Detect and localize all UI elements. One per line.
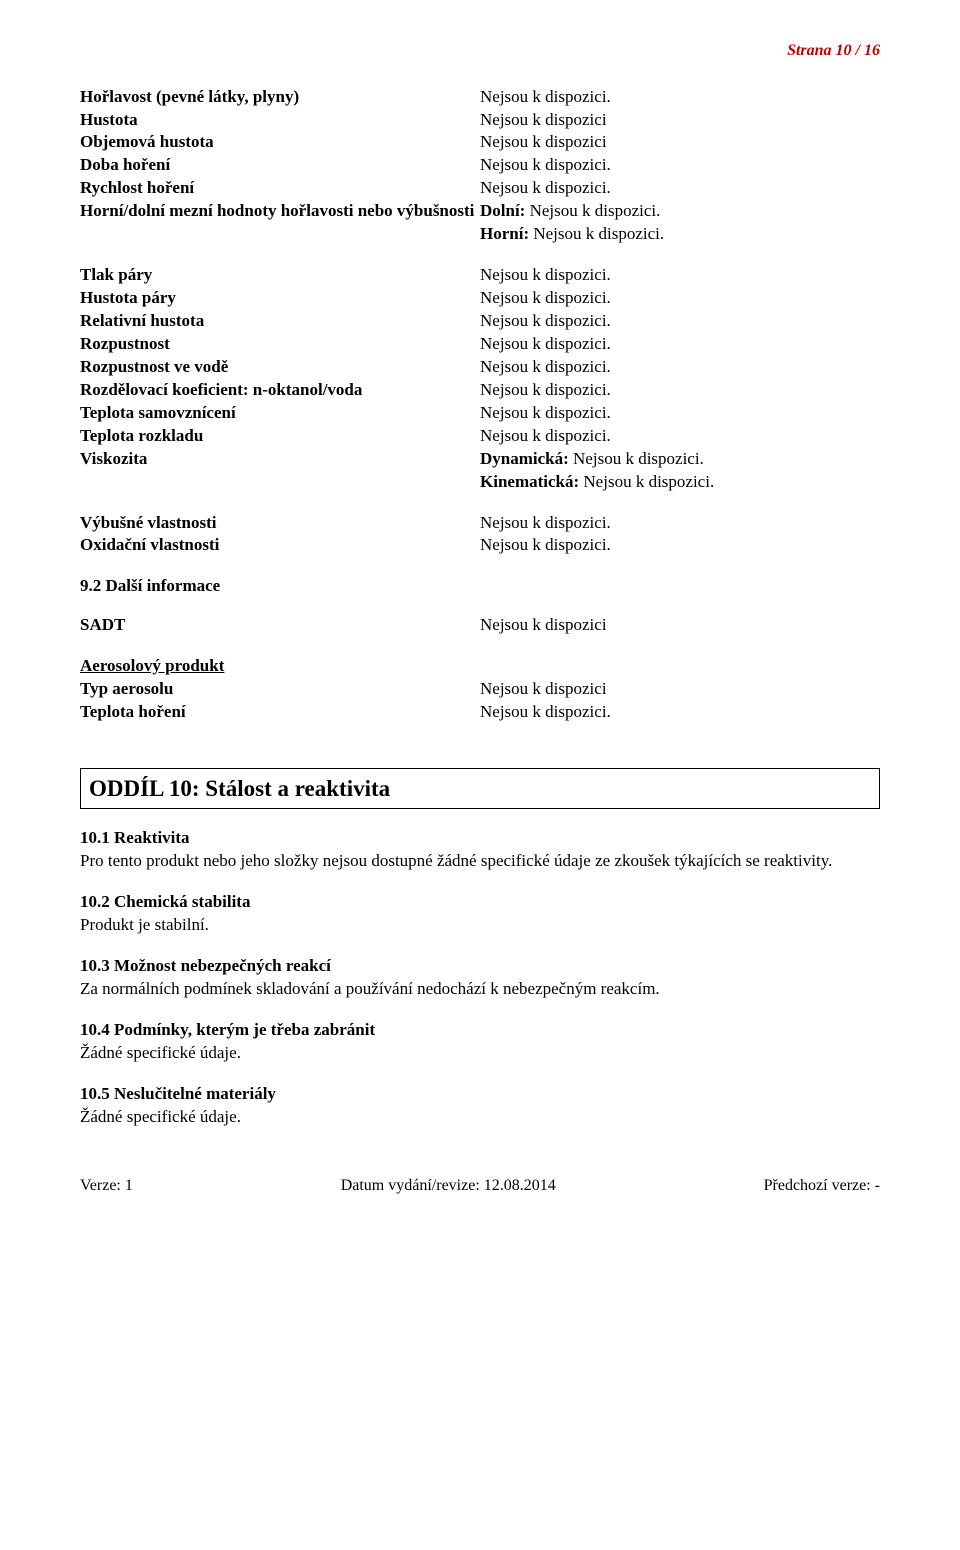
property-row: Výbušné vlastnosti Nejsou k dispozici.: [80, 512, 880, 535]
property-value: Nejsou k dispozici.: [480, 287, 880, 310]
para-10-4: 10.4 Podmínky, kterým je třeba zabránit …: [80, 1019, 880, 1065]
property-row: Relativní hustota Nejsou k dispozici.: [80, 310, 880, 333]
footer-prev-version: Předchozí verze: -: [764, 1175, 880, 1197]
property-value: Nejsou k dispozici.: [480, 356, 880, 379]
para-10-4-head: 10.4 Podmínky, kterým je třeba zabránit: [80, 1019, 880, 1042]
property-label: Relativní hustota: [80, 310, 480, 333]
property-value: Nejsou k dispozici.: [480, 177, 880, 200]
section-10-title: ODDÍL 10: Stálost a reaktivita: [89, 773, 871, 804]
property-group-1: Hořlavost (pevné látky, plyny) Nejsou k …: [80, 86, 880, 247]
para-10-4-body: Žádné specifické údaje.: [80, 1043, 241, 1062]
para-10-5-head: 10.5 Neslučitelné materiály: [80, 1083, 880, 1106]
footer-date: Datum vydání/revize: 12.08.2014: [341, 1175, 556, 1197]
para-10-1-body: Pro tento produkt nebo jeho složky nejso…: [80, 851, 832, 870]
para-10-5-body: Žádné specifické údaje.: [80, 1107, 241, 1126]
value-rest: Nejsou k dispozici.: [583, 472, 714, 491]
property-row: SADT Nejsou k dispozici: [80, 614, 880, 637]
property-group-3: Výbušné vlastnosti Nejsou k dispozici. O…: [80, 512, 880, 558]
property-row: Rychlost hoření Nejsou k dispozici.: [80, 177, 880, 200]
property-label: Doba hoření: [80, 154, 480, 177]
property-label: Objemová hustota: [80, 131, 480, 154]
property-row: Horní/dolní mezní hodnoty hořlavosti neb…: [80, 200, 880, 246]
property-value: Nejsou k dispozici.: [480, 379, 880, 402]
value-prefix: Dolní:: [480, 201, 530, 220]
property-value: Nejsou k dispozici: [480, 131, 880, 154]
property-row: Tlak páry Nejsou k dispozici.: [80, 264, 880, 287]
para-10-2-head: 10.2 Chemická stabilita: [80, 891, 880, 914]
property-value: Nejsou k dispozici.: [480, 701, 880, 724]
property-label: SADT: [80, 614, 480, 637]
value-rest: Nejsou k dispozici.: [530, 201, 661, 220]
para-10-2: 10.2 Chemická stabilita Produkt je stabi…: [80, 891, 880, 937]
property-row: Teplota samovznícení Nejsou k dispozici.: [80, 402, 880, 425]
property-value: Nejsou k dispozici.: [480, 310, 880, 333]
property-value: Nejsou k dispozici.: [480, 402, 880, 425]
aerosol-heading: Aerosolový produkt: [80, 655, 880, 678]
property-label: Rychlost hoření: [80, 177, 480, 200]
aerosol-group: Aerosolový produkt Typ aerosolu Nejsou k…: [80, 655, 880, 724]
property-row: Teplota hoření Nejsou k dispozici.: [80, 701, 880, 724]
sadt-group: SADT Nejsou k dispozici: [80, 614, 880, 637]
property-label: Teplota samovznícení: [80, 402, 480, 425]
para-10-1-head: 10.1 Reaktivita: [80, 827, 880, 850]
property-value: Dolní: Nejsou k dispozici. Horní: Nejsou…: [480, 200, 880, 246]
property-label: Teplota hoření: [80, 701, 480, 724]
property-row: Typ aerosolu Nejsou k dispozici: [80, 678, 880, 701]
property-value: Dynamická: Nejsou k dispozici. Kinematic…: [480, 448, 880, 494]
property-label: Typ aerosolu: [80, 678, 480, 701]
property-label: Oxidační vlastnosti: [80, 534, 480, 557]
page-number: Strana 10 / 16: [80, 40, 880, 62]
property-label: Hustota: [80, 109, 480, 132]
property-label: Viskozita: [80, 448, 480, 494]
property-row: Rozpustnost ve vodě Nejsou k dispozici.: [80, 356, 880, 379]
property-label: Hořlavost (pevné látky, plyny): [80, 86, 480, 109]
para-10-5: 10.5 Neslučitelné materiály Žádné specif…: [80, 1083, 880, 1129]
property-value: Nejsou k dispozici.: [480, 333, 880, 356]
property-label: Rozdělovací koeficient: n-oktanol/voda: [80, 379, 480, 402]
property-row: Doba hoření Nejsou k dispozici.: [80, 154, 880, 177]
property-row: Oxidační vlastnosti Nejsou k dispozici.: [80, 534, 880, 557]
property-label: Teplota rozkladu: [80, 425, 480, 448]
para-10-1: 10.1 Reaktivita Pro tento produkt nebo j…: [80, 827, 880, 873]
footer-version: Verze: 1: [80, 1175, 133, 1197]
property-label: Horní/dolní mezní hodnoty hořlavosti neb…: [80, 200, 480, 246]
property-label: Výbušné vlastnosti: [80, 512, 480, 535]
value-prefix: Horní:: [480, 224, 533, 243]
property-label: Rozpustnost ve vodě: [80, 356, 480, 379]
property-row: Rozdělovací koeficient: n-oktanol/voda N…: [80, 379, 880, 402]
property-label: Rozpustnost: [80, 333, 480, 356]
property-value: Nejsou k dispozici.: [480, 534, 880, 557]
property-value: Nejsou k dispozici: [480, 614, 880, 637]
property-value: Nejsou k dispozici.: [480, 154, 880, 177]
property-value: Nejsou k dispozici.: [480, 425, 880, 448]
property-row: Hustota Nejsou k dispozici: [80, 109, 880, 132]
property-value: Nejsou k dispozici: [480, 109, 880, 132]
para-10-2-body: Produkt je stabilní.: [80, 915, 209, 934]
para-10-3: 10.3 Možnost nebezpečných reakcí Za norm…: [80, 955, 880, 1001]
property-group-2: Tlak páry Nejsou k dispozici. Hustota pá…: [80, 264, 880, 493]
value-prefix: Dynamická:: [480, 449, 573, 468]
para-10-3-body: Za normálních podmínek skladování a použ…: [80, 979, 660, 998]
property-value: Nejsou k dispozici: [480, 678, 880, 701]
property-row: Hustota páry Nejsou k dispozici.: [80, 287, 880, 310]
property-value: Nejsou k dispozici.: [480, 86, 880, 109]
para-10-3-head: 10.3 Možnost nebezpečných reakcí: [80, 955, 880, 978]
value-rest: Nejsou k dispozici.: [533, 224, 664, 243]
property-row: Hořlavost (pevné látky, plyny) Nejsou k …: [80, 86, 880, 109]
footer: Verze: 1 Datum vydání/revize: 12.08.2014…: [80, 1175, 880, 1197]
property-label: Hustota páry: [80, 287, 480, 310]
value-rest: Nejsou k dispozici.: [573, 449, 704, 468]
property-value: Nejsou k dispozici.: [480, 512, 880, 535]
property-row: Teplota rozkladu Nejsou k dispozici.: [80, 425, 880, 448]
property-row: Rozpustnost Nejsou k dispozici.: [80, 333, 880, 356]
property-label: Tlak páry: [80, 264, 480, 287]
property-row: Objemová hustota Nejsou k dispozici: [80, 131, 880, 154]
value-prefix: Kinematická:: [480, 472, 583, 491]
section-10-box: ODDÍL 10: Stálost a reaktivita: [80, 768, 880, 809]
property-row: Viskozita Dynamická: Nejsou k dispozici.…: [80, 448, 880, 494]
subheading-9-2: 9.2 Další informace: [80, 575, 880, 598]
property-value: Nejsou k dispozici.: [480, 264, 880, 287]
